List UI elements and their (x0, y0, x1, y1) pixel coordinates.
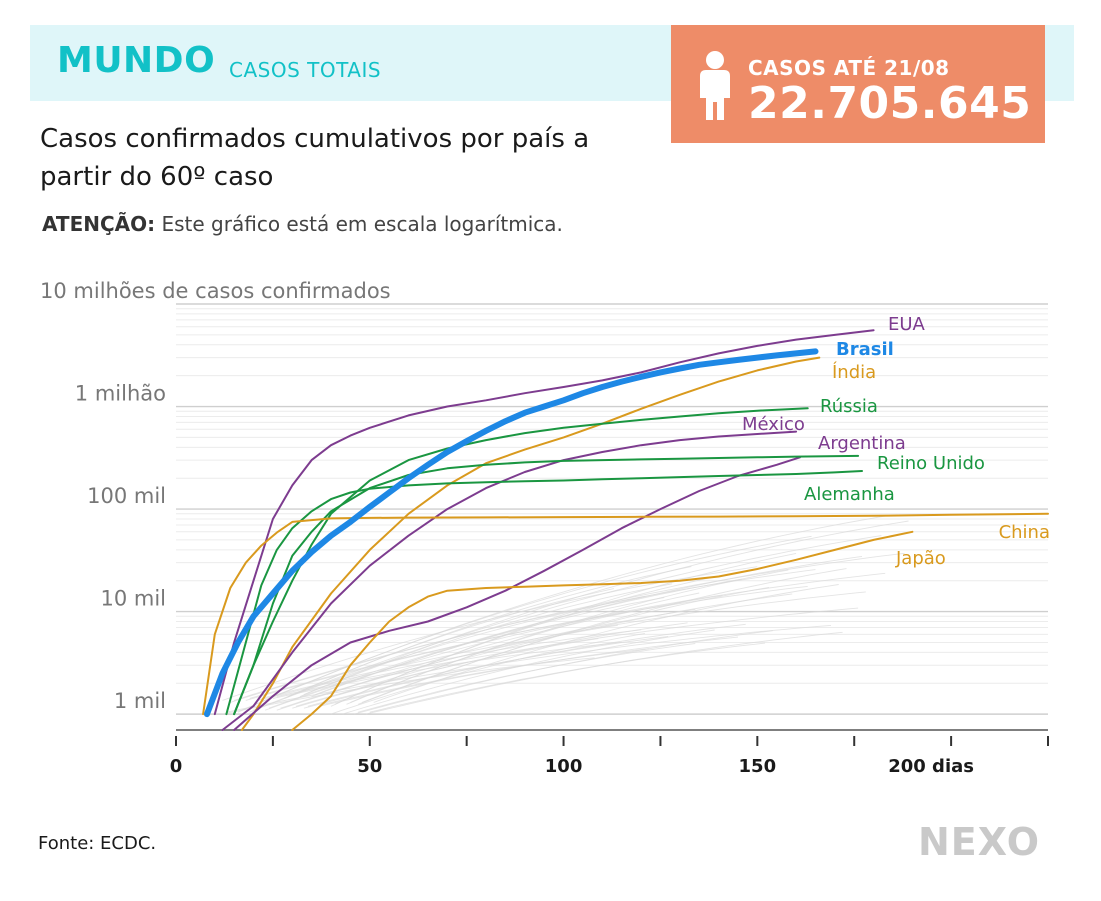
region-title: MUNDO (57, 40, 216, 81)
cases-counter-box (671, 25, 1045, 143)
y-tick-label: 10 milhões de casos confirmados (40, 279, 391, 303)
series-label-méxico: México (742, 414, 805, 435)
source-note: Fonte: ECDC. (38, 833, 157, 854)
series-label-japão: Japão (895, 548, 946, 569)
other-country-line (358, 643, 696, 713)
series-line-eua (213, 329, 875, 716)
series-label-índia: Índia (832, 361, 876, 383)
series-line-china (202, 512, 1049, 716)
series-line-reino-unido (233, 454, 860, 716)
other-country-line (295, 638, 599, 707)
counter-label: CASOS ATÉ 21/08 (748, 56, 950, 80)
nexo-logo: NEXO (918, 820, 1041, 864)
region-subtitle: CASOS TOTAIS (229, 58, 382, 82)
series-line-méxico (221, 430, 798, 731)
series-label-eua: EUA (888, 314, 926, 335)
series-label-brasil: Brasil (836, 339, 894, 360)
series-line-japão (291, 530, 914, 731)
counter-value: 22.705.645 (748, 78, 1032, 129)
note-text: Este gráfico está em escala logarítmica. (161, 212, 563, 236)
y-tick-label: 1 mil (114, 689, 166, 713)
other-country-line (253, 535, 882, 711)
other-country-line (373, 584, 839, 703)
series-label-rússia: Rússia (820, 396, 878, 417)
other-country-line (303, 520, 909, 695)
y-tick-label: 100 mil (87, 484, 166, 508)
x-tick-label: 150 (739, 756, 777, 777)
other-country-line (241, 535, 812, 711)
series-label-argentina: Argentina (818, 433, 906, 454)
other-country-line (276, 607, 859, 697)
series-label-reino-unido: Reino Unido (877, 453, 985, 474)
other-country-line (268, 555, 863, 709)
series-line-argentina (233, 456, 801, 731)
other-country-line (233, 569, 816, 701)
x-tick-label: 100 (545, 756, 583, 777)
series-line-brasil (204, 348, 819, 718)
other-country-line (369, 642, 766, 713)
y-tick-label: 10 mil (100, 587, 166, 611)
other-country-line (257, 629, 642, 701)
other-country-line (315, 597, 665, 695)
cases-line-chart: 1 mil 10 mil 100 mil 1 milhão 10 milhões de … (40, 279, 1050, 777)
other-country-line (264, 610, 638, 711)
log-scale-note: ATENÇÃO: Este gráfico está em escala log… (42, 212, 563, 236)
x-tick-label: 200 dias (888, 756, 974, 777)
y-tick-label: 1 milhão (75, 382, 166, 406)
other-country-line (323, 648, 649, 705)
x-tick-label: 50 (357, 756, 382, 777)
other-country-line (334, 575, 719, 705)
series-line-índia (240, 356, 821, 731)
note-label: ATENÇÃO: (42, 212, 156, 236)
other-country-line (226, 624, 832, 713)
series-label-china: China (999, 522, 1050, 543)
other-country-line (330, 633, 645, 715)
x-tick-label: 0 (170, 756, 183, 777)
other-country-line (307, 636, 669, 707)
person-icon (700, 51, 730, 120)
chart-title: Casos confirmados cumulativos por país a… (40, 124, 590, 192)
other-country-line (342, 629, 715, 715)
series-line-alemanha (225, 470, 863, 716)
series-label-alemanha: Alemanha (804, 484, 895, 505)
other-country-line (237, 514, 890, 713)
other-country-line (358, 568, 847, 705)
other-country-line (350, 592, 700, 703)
other-country-line (249, 585, 808, 699)
other-country-line (261, 591, 866, 699)
